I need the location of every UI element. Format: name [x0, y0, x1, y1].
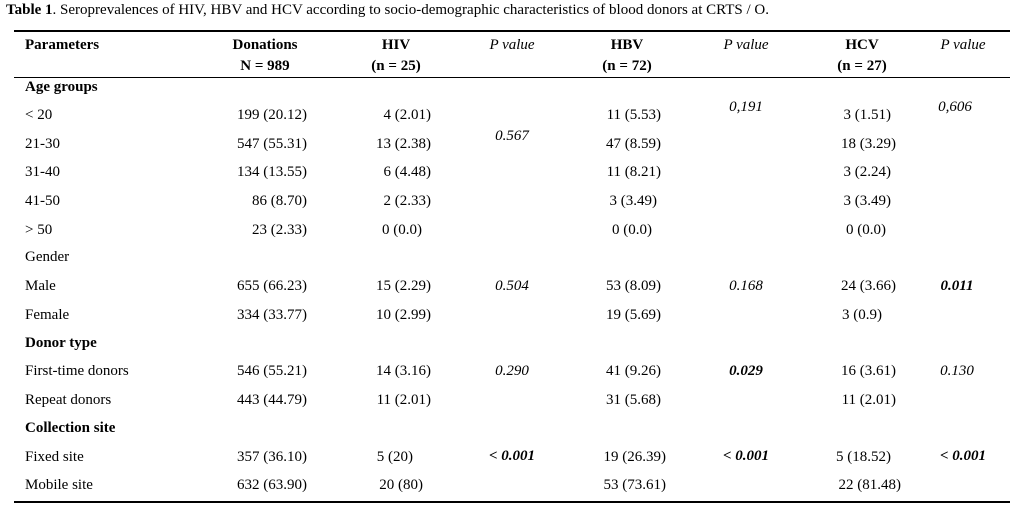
- pvalue-donor-hbv: 0.029: [729, 363, 763, 379]
- donations-first-time: 546 (55.21): [237, 363, 307, 379]
- header-pvalue-hiv: P value: [489, 37, 535, 53]
- hbv-21-30: 47 (8.59): [606, 136, 661, 152]
- hbv-repeat: 31 (5.68): [606, 392, 661, 408]
- hbv-31-40: 11 (8.21): [606, 164, 661, 180]
- row-label-21-30: 21-30: [25, 136, 60, 152]
- section-age-groups: Age groups: [25, 79, 98, 95]
- header-rule: [14, 77, 1010, 78]
- section-gender: Gender: [25, 249, 70, 265]
- header-hiv-n: (n = 25): [371, 58, 421, 74]
- hcv-lt20: 3 (1.51): [843, 107, 892, 123]
- table-caption: Table 1. Seroprevalences of HIV, HBV and…: [6, 2, 769, 19]
- donations-21-30: 547 (55.31): [237, 136, 307, 152]
- header-donations: Donations: [232, 37, 298, 53]
- pvalue-donor-hiv: 0.290: [495, 363, 529, 379]
- hiv-41-50: 2 (2.33): [383, 193, 432, 209]
- row-label-male: Male: [25, 278, 56, 294]
- header-hcv-n: (n = 27): [837, 58, 887, 74]
- caption-label: Table 1: [6, 2, 53, 18]
- pvalue-gender-hiv: 0.504: [495, 278, 529, 294]
- pvalue-site-hbv: < 0.001: [722, 448, 770, 464]
- hcv-repeat: 11 (2.01): [841, 392, 896, 408]
- hcv-gt50: 0 (0.0): [846, 222, 886, 238]
- row-label-41-50: 41-50: [25, 193, 60, 209]
- donations-fixed: 357 (36.10): [237, 449, 307, 465]
- donations-31-40: 134 (13.55): [237, 164, 307, 180]
- hcv-fixed: 5 (18.52): [836, 449, 891, 465]
- hcv-mobile: 22 (81.48): [838, 477, 902, 493]
- row-label-repeat: Repeat donors: [25, 392, 112, 408]
- row-label-mobile: Mobile site: [25, 477, 93, 493]
- row-label-female: Female: [25, 307, 70, 323]
- hbv-gt50: 0 (0.0): [612, 222, 652, 238]
- donations-gt50: 23 (2.33): [252, 222, 307, 238]
- header-hbv-n: (n = 72): [602, 58, 652, 74]
- hiv-21-30: 13 (2.38): [376, 136, 431, 152]
- hiv-mobile: 20 (80): [379, 477, 423, 493]
- section-collection-site: Collection site: [25, 420, 116, 436]
- row-label-lt20: < 20: [25, 107, 53, 123]
- pvalue-age-hcv: 0,606: [938, 99, 972, 115]
- donations-lt20: 199 (20.12): [237, 107, 307, 123]
- hiv-male: 15 (2.29): [376, 278, 431, 294]
- header-hcv: HCV: [845, 37, 879, 53]
- hbv-lt20: 11 (5.53): [606, 107, 661, 123]
- hbv-male: 53 (8.09): [606, 278, 661, 294]
- row-label-first-time: First-time donors: [25, 363, 129, 379]
- hcv-41-50: 3 (3.49): [843, 193, 892, 209]
- donations-female: 334 (33.77): [237, 307, 307, 323]
- bottom-rule: [14, 501, 1010, 503]
- hbv-first-time: 41 (9.26): [606, 363, 661, 379]
- pvalue-age-hbv: 0,191: [729, 99, 763, 115]
- donations-mobile: 632 (63.90): [237, 477, 307, 493]
- header-pvalue-hcv: P value: [940, 37, 986, 53]
- top-rule: [14, 30, 1010, 32]
- row-label-31-40: 31-40: [25, 164, 60, 180]
- donations-41-50: 86 (8.70): [252, 193, 307, 209]
- row-label-gt50: > 50: [25, 222, 53, 238]
- hiv-female: 10 (2.99): [376, 307, 431, 323]
- pvalue-gender-hcv: 0.011: [940, 278, 974, 294]
- hiv-repeat: 11 (2.01): [376, 392, 431, 408]
- hcv-male: 24 (3.66): [841, 278, 896, 294]
- hiv-fixed: 5 (20): [376, 449, 413, 465]
- header-hiv: HIV: [381, 37, 411, 53]
- hbv-mobile: 53 (73.61): [603, 477, 667, 493]
- hbv-41-50: 3 (3.49): [609, 193, 658, 209]
- pvalue-site-hcv: < 0.001: [939, 448, 987, 464]
- hcv-first-time: 16 (3.61): [841, 363, 896, 379]
- donations-repeat: 443 (44.79): [237, 392, 307, 408]
- hiv-31-40: 6 (4.48): [383, 164, 432, 180]
- row-label-fixed: Fixed site: [25, 449, 84, 465]
- hcv-31-40: 3 (2.24): [843, 164, 892, 180]
- donations-male: 655 (66.23): [237, 278, 307, 294]
- header-parameters: Parameters: [25, 37, 100, 53]
- pvalue-site-hiv: < 0.001: [488, 448, 536, 464]
- pvalue-donor-hcv: 0.130: [940, 363, 974, 379]
- header-pvalue-hbv: P value: [723, 37, 769, 53]
- pvalue-age-hiv: 0.567: [495, 128, 529, 144]
- hiv-gt50: 0 (0.0): [382, 222, 422, 238]
- header-donations-n: N = 989: [240, 58, 290, 74]
- hcv-female: 3 (0.9): [842, 307, 882, 323]
- section-donor-type: Donor type: [25, 335, 97, 351]
- header-hbv: HBV: [610, 37, 644, 53]
- hiv-lt20: 4 (2.01): [383, 107, 432, 123]
- hiv-first-time: 14 (3.16): [376, 363, 431, 379]
- hbv-female: 19 (5.69): [606, 307, 661, 323]
- hcv-21-30: 18 (3.29): [841, 136, 896, 152]
- hbv-fixed: 19 (26.39): [603, 449, 667, 465]
- pvalue-gender-hbv: 0.168: [729, 278, 763, 294]
- caption-text: . Seroprevalences of HIV, HBV and HCV ac…: [52, 2, 769, 18]
